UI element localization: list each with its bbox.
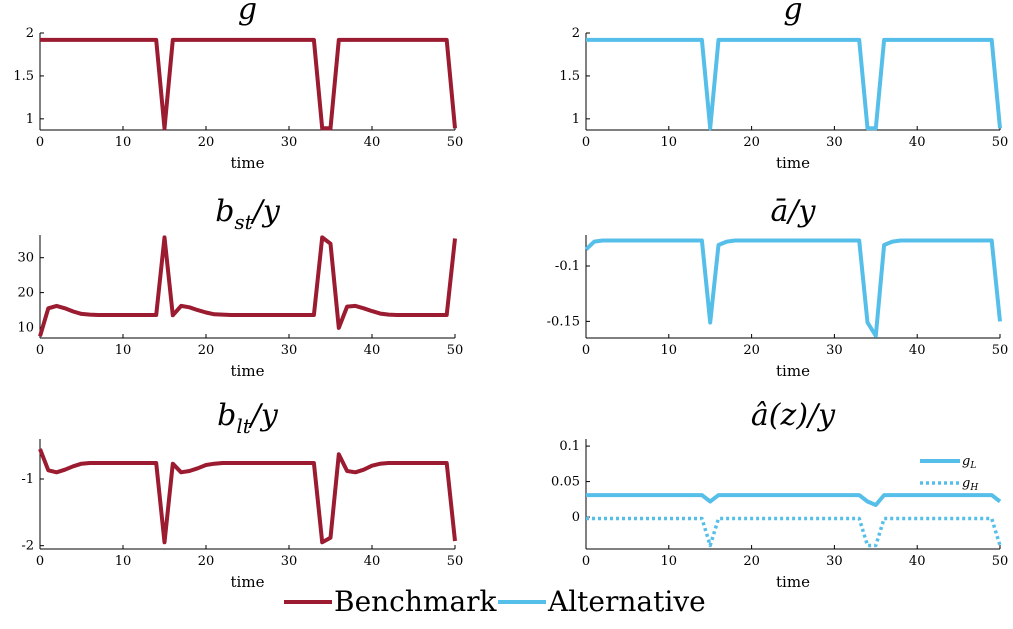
panel-title: blt/y (217, 398, 279, 438)
x-tick-label: 20 (198, 343, 215, 358)
y-tick-label: 30 (17, 251, 34, 266)
x-tick-label: 30 (281, 135, 298, 150)
series-line-benchmark (38, 235, 457, 337)
x-tick-label: 10 (661, 554, 678, 569)
y-tick-label: 1.5 (13, 69, 34, 84)
series-line-benchmark (40, 37, 457, 131)
x-tick-label: 0 (36, 135, 44, 150)
x-tick-label: 50 (447, 343, 464, 358)
x-tick-label: 30 (281, 343, 298, 358)
x-axis-label: time (231, 362, 265, 380)
x-tick-label: 30 (826, 343, 843, 358)
x-tick-label: 40 (909, 343, 926, 358)
x-axis-label: time (776, 573, 810, 591)
x-axis-label: time (231, 573, 265, 591)
x-axis-label: time (776, 362, 810, 380)
x-tick-label: 30 (281, 554, 298, 569)
x-axis-label: time (776, 154, 810, 172)
x-tick-label: 20 (198, 135, 215, 150)
panel-title: g (783, 0, 802, 27)
x-tick-label: 0 (582, 135, 590, 150)
y-tick-label: -1 (21, 472, 34, 487)
x-tick-label: 10 (661, 343, 678, 358)
series-line-g-l (586, 493, 1002, 507)
x-tick-label: 0 (36, 343, 44, 358)
x-tick-label: 40 (909, 554, 926, 569)
x-tick-label: 40 (364, 135, 381, 150)
figure-legend: Benchmark Alternative (284, 585, 706, 618)
x-tick-label: 40 (364, 343, 381, 358)
y-tick-label: 2 (572, 26, 580, 41)
y-tick-label: 0.1 (559, 439, 580, 454)
panel-2: g 0 10 20 30 40 50 1 1.5 2 time (559, 0, 1008, 172)
inset-legend: gL gH (920, 454, 978, 493)
y-tick-label: 0 (572, 510, 580, 525)
y-tick-label: 1.5 (559, 69, 580, 84)
x-tick-label: 10 (661, 135, 678, 150)
legend-label-alternative: Alternative (547, 585, 706, 618)
x-tick-label: 0 (582, 343, 590, 358)
series-line-g-h (586, 516, 1002, 548)
series-line-benchmark (38, 448, 457, 545)
series-line-alternative (586, 37, 1002, 131)
x-tick-label: 50 (447, 135, 464, 150)
x-tick-label: 50 (992, 554, 1009, 569)
x-tick-label: 50 (447, 554, 464, 569)
x-tick-label: 20 (743, 554, 760, 569)
panel-title: bst/y (215, 194, 281, 234)
series-line-alternative (584, 238, 1002, 338)
panel-4: ā/y 0 10 20 30 40 50 -0.1 -0.15 time (547, 194, 1009, 380)
x-tick-label: 10 (115, 554, 132, 569)
y-tick-label: 1 (26, 112, 34, 127)
x-tick-label: 30 (826, 135, 843, 150)
y-tick-label: 1 (572, 112, 580, 127)
panel-title: â(z)/y (751, 398, 836, 433)
panel-title: g (238, 0, 257, 27)
inset-legend-label: gL (962, 454, 976, 471)
y-tick-label: 2 (26, 26, 34, 41)
legend-label-benchmark: Benchmark (334, 585, 498, 618)
y-tick-label: 10 (17, 321, 34, 336)
panel-1: g 0 10 20 30 40 50 1 1.5 2 time (13, 0, 463, 172)
y-tick-label: -0.1 (555, 259, 580, 274)
x-tick-label: 40 (364, 554, 381, 569)
panel-5: blt/y 0 10 20 30 40 50 -1 -2 time (21, 398, 463, 591)
x-tick-label: 40 (909, 135, 926, 150)
x-tick-label: 20 (198, 554, 215, 569)
x-tick-label: 50 (992, 135, 1009, 150)
x-tick-label: 0 (36, 554, 44, 569)
y-tick-label: -0.15 (547, 314, 580, 329)
x-axis-label: time (231, 154, 265, 172)
y-tick-label: -2 (21, 539, 34, 554)
y-tick-label: 0.05 (551, 475, 580, 490)
x-tick-label: 10 (115, 343, 132, 358)
x-tick-label: 50 (992, 343, 1009, 358)
x-tick-label: 0 (582, 554, 590, 569)
inset-legend-label: gH (962, 476, 978, 493)
y-tick-label: 20 (17, 286, 34, 301)
x-tick-label: 20 (743, 135, 760, 150)
x-tick-label: 20 (743, 343, 760, 358)
panel-title: ā/y (771, 194, 817, 229)
x-tick-label: 10 (115, 135, 132, 150)
panel-6: â(z)/y 0 10 20 30 40 50 0.1 0.05 0 time gL gH (551, 398, 1008, 591)
x-tick-label: 30 (826, 554, 843, 569)
